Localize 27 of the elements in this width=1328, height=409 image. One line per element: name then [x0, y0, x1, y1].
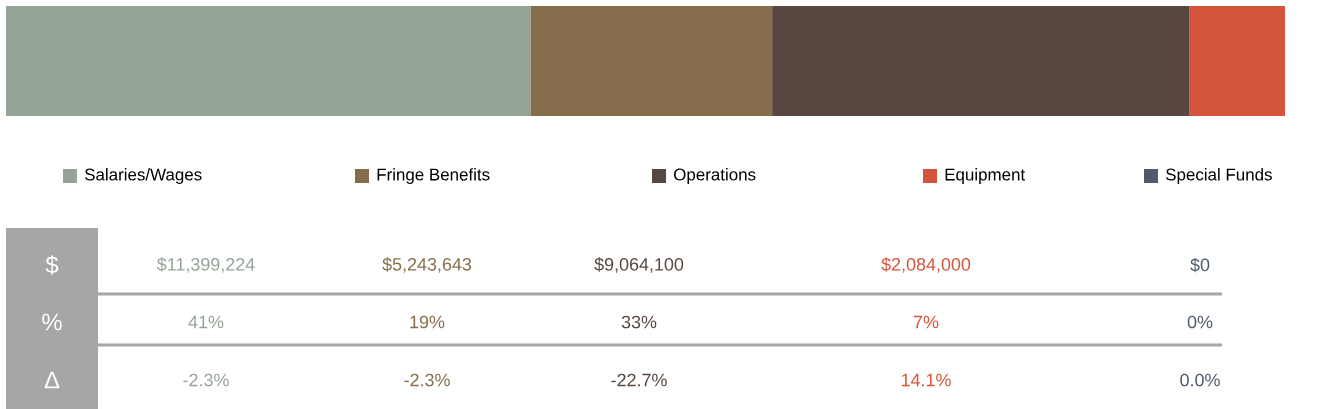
- text: %: [42, 313, 62, 331]
- text: -2.3%: [183, 373, 229, 387]
- bar: [772, 6, 1190, 117]
- text: 19%: [410, 315, 445, 329]
- text: 14.1%: [901, 373, 951, 387]
- text: $5,243,643: [382, 257, 472, 273]
- text: $9,064,100: [594, 257, 684, 273]
- text: $2,084,000: [881, 257, 971, 273]
- bar: [530, 6, 773, 117]
- text: -2.3%: [404, 373, 450, 387]
- legend-label: Operations: [674, 168, 756, 184]
- text: -22.7%: [611, 373, 667, 387]
- text: 7%: [913, 315, 939, 329]
- text: 0%: [1187, 315, 1213, 329]
- legend-label: Salaries/Wages: [84, 168, 202, 184]
- bar: [1189, 6, 1286, 117]
- legend-label: Special Funds: [1165, 168, 1272, 184]
- text: 0.0%: [1180, 373, 1220, 387]
- text: Δ: [44, 371, 60, 389]
- text: $0: [1190, 257, 1210, 273]
- legend-label: Fringe Benefits: [377, 168, 490, 184]
- text: $: [45, 255, 59, 275]
- text: 33%: [621, 315, 657, 329]
- legend-label: Equipment: [945, 168, 1026, 184]
- text: $11,399,224: [157, 257, 255, 273]
- text: 41%: [188, 315, 224, 329]
- bar: [6, 6, 531, 117]
